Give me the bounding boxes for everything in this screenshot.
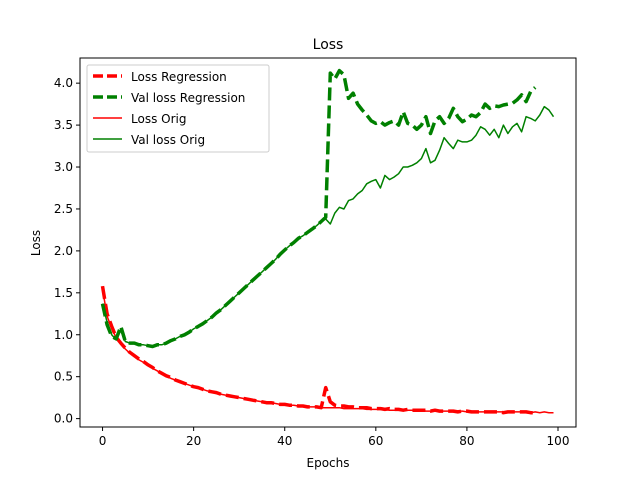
legend-label-val-loss-regression: Val loss Regression xyxy=(131,91,245,105)
y-tick-label: 3.0 xyxy=(54,160,73,174)
y-tick-label: 2.0 xyxy=(54,244,73,258)
y-axis-ticks: 0.0 0.5 1.0 1.5 2.0 2.5 3.0 3.5 4.0 xyxy=(54,76,80,426)
legend-label-loss-regression: Loss Regression xyxy=(131,70,227,84)
chart-title: Loss xyxy=(313,37,344,53)
y-tick-label: 4.0 xyxy=(54,76,73,90)
x-tick-label: 80 xyxy=(459,434,474,448)
plot-frame xyxy=(79,57,577,428)
x-axis-label: Epochs xyxy=(307,456,350,470)
x-tick-label: 60 xyxy=(368,434,383,448)
y-tick-label: 0.0 xyxy=(54,412,73,426)
x-tick-label: 40 xyxy=(277,434,292,448)
y-tick-label: 0.5 xyxy=(54,370,73,384)
series-line-val-loss-orig xyxy=(101,105,555,348)
series-line-val-loss-regression xyxy=(100,68,537,349)
x-tick-label: 0 xyxy=(99,434,107,448)
legend-box xyxy=(86,64,270,153)
x-tick-label: 100 xyxy=(547,434,570,448)
series-line-loss-regression xyxy=(100,285,536,415)
y-tick-label: 1.0 xyxy=(54,328,73,342)
series-layer xyxy=(100,68,555,415)
legend: Loss Regression Val loss Regression Loss… xyxy=(86,64,270,153)
y-tick-label: 1.5 xyxy=(54,286,73,300)
x-axis-ticks: 0 20 40 60 80 100 xyxy=(99,427,570,448)
x-tick-label: 20 xyxy=(186,434,201,448)
y-tick-label: 3.5 xyxy=(54,118,73,132)
legend-label-loss-orig: Loss Orig xyxy=(131,112,186,126)
legend-label-val-loss-orig: Val loss Orig xyxy=(131,133,205,147)
y-tick-label: 2.5 xyxy=(54,202,73,216)
y-axis-label: Loss xyxy=(29,230,43,256)
